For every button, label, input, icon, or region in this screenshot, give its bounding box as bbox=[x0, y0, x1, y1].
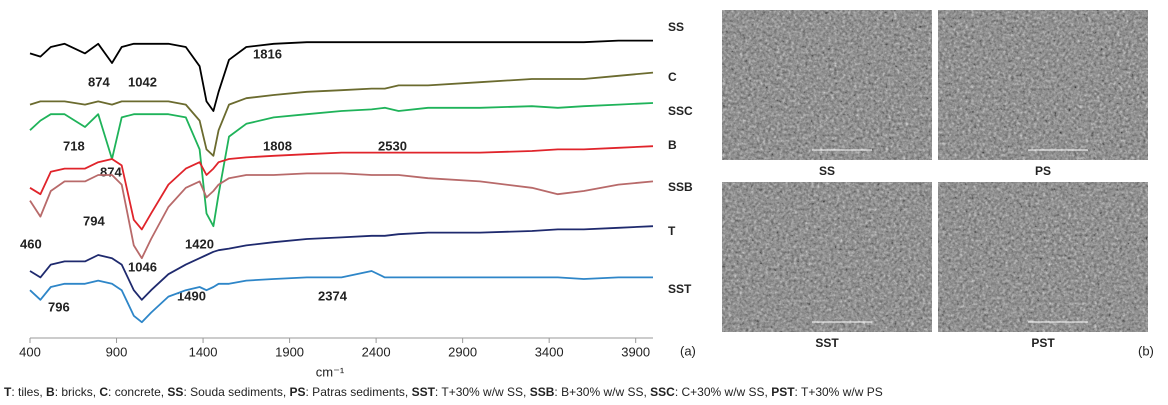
peak-label: 1808 bbox=[263, 138, 292, 153]
sem-texture bbox=[722, 10, 932, 160]
image-label: PST bbox=[1031, 336, 1055, 350]
peak-label: 1490 bbox=[177, 288, 206, 303]
caption-term: SST bbox=[412, 385, 435, 399]
peak-label: 1046 bbox=[128, 259, 157, 274]
caption-term: SSC bbox=[650, 385, 675, 399]
caption-term: PST bbox=[771, 385, 794, 399]
peak-label: 794 bbox=[83, 213, 105, 228]
caption-text: : C+30% w/w SS, bbox=[675, 385, 771, 399]
caption-text: : Souda sediments, bbox=[183, 385, 289, 399]
caption-text: : B+30% w/w SS, bbox=[554, 385, 650, 399]
spectrum-line bbox=[30, 173, 653, 258]
x-axis-label: cm⁻¹ bbox=[316, 364, 345, 379]
image-label: SST bbox=[815, 336, 839, 350]
sem-image bbox=[722, 182, 932, 332]
peak-label: 718 bbox=[63, 138, 85, 153]
peak-label: 874 bbox=[88, 74, 110, 89]
spectrum-line bbox=[30, 73, 653, 156]
peak-label: 2530 bbox=[378, 138, 407, 153]
series-label: SSC bbox=[668, 104, 693, 118]
series-label: SS bbox=[668, 20, 684, 34]
x-tick-label: 3400 bbox=[535, 344, 564, 359]
caption-term: SSB bbox=[530, 385, 555, 399]
peak-label: 1816 bbox=[253, 46, 282, 61]
series-label: B bbox=[668, 138, 677, 152]
spectrum-line bbox=[30, 146, 653, 229]
x-tick-label: 1900 bbox=[275, 344, 304, 359]
x-tick-label: 1400 bbox=[189, 344, 218, 359]
sem-texture bbox=[938, 10, 1148, 160]
spectrum-line bbox=[30, 103, 653, 226]
panel-label: (b) bbox=[1138, 343, 1154, 358]
peak-label: 460 bbox=[20, 236, 42, 251]
x-tick-label: 900 bbox=[106, 344, 128, 359]
sem-image bbox=[722, 10, 932, 160]
series-label: SST bbox=[668, 282, 692, 296]
series-label: C bbox=[668, 70, 677, 84]
sem-texture bbox=[722, 182, 932, 332]
panel-label: (a) bbox=[680, 343, 696, 358]
caption-text: : Patras sediments, bbox=[306, 385, 412, 399]
peak-label: 2374 bbox=[318, 288, 348, 303]
x-tick-label: 2900 bbox=[448, 344, 477, 359]
caption-term: SS bbox=[167, 385, 183, 399]
spectrum-line bbox=[30, 41, 653, 111]
image-label: SS bbox=[819, 164, 835, 178]
caption-term: B bbox=[46, 385, 55, 399]
peak-label: 796 bbox=[48, 299, 70, 314]
caption-text: : T+30% w/w PS bbox=[795, 385, 883, 399]
caption: T: tiles, B: bricks, C: concrete, SS: So… bbox=[4, 385, 883, 399]
sem-image bbox=[938, 10, 1148, 160]
peak-label: 1042 bbox=[128, 74, 157, 89]
caption-text: : bricks, bbox=[55, 385, 100, 399]
series-label: SSB bbox=[668, 180, 693, 194]
peak-label: 1420 bbox=[185, 236, 214, 251]
x-tick-label: 400 bbox=[19, 344, 41, 359]
x-tick-label: 2400 bbox=[362, 344, 391, 359]
caption-text: : tiles, bbox=[11, 385, 46, 399]
caption-term: C bbox=[99, 385, 108, 399]
caption-text: : concrete, bbox=[108, 385, 167, 399]
series-label: T bbox=[668, 224, 676, 238]
caption-term: PS bbox=[290, 385, 306, 399]
caption-text: : T+30% w/w SS, bbox=[435, 385, 530, 399]
x-tick-label: 3900 bbox=[621, 344, 650, 359]
figure: 1816 874 1042 718 874 1808 2530 794 460 … bbox=[0, 0, 1168, 380]
peak-label: 874 bbox=[100, 164, 122, 179]
image-label: PS bbox=[1035, 164, 1051, 178]
sem-image bbox=[938, 182, 1148, 332]
sem-texture bbox=[938, 182, 1148, 332]
